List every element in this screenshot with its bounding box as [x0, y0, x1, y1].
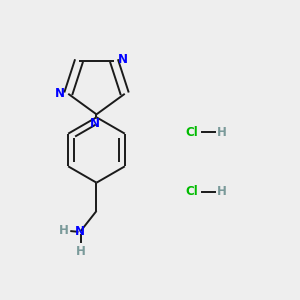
Text: N: N	[118, 53, 128, 67]
Text: N: N	[90, 117, 100, 130]
Text: H: H	[217, 185, 227, 198]
Text: H: H	[217, 126, 227, 139]
Text: Cl: Cl	[186, 185, 198, 198]
Text: H: H	[76, 245, 86, 258]
Text: H: H	[59, 224, 69, 237]
Text: N: N	[75, 225, 85, 238]
Text: Cl: Cl	[186, 126, 198, 139]
Text: N: N	[55, 87, 65, 100]
